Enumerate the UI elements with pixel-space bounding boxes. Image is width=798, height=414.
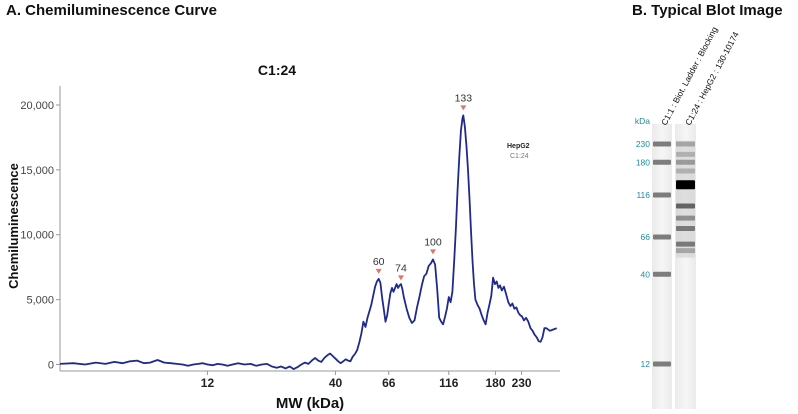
series-line bbox=[59, 114, 558, 370]
peak-label: 60 bbox=[373, 256, 385, 268]
ladder-band bbox=[653, 361, 671, 367]
sample-band bbox=[676, 241, 695, 247]
blot-marker-label: 66 bbox=[641, 232, 651, 242]
ladder-band bbox=[653, 141, 671, 147]
peak-marker bbox=[429, 249, 436, 255]
panel-b-title: B. Typical Blot Image bbox=[632, 2, 783, 19]
x-axis-label: MW (kDa) bbox=[276, 395, 344, 412]
blot-unit-label: kDa bbox=[635, 116, 650, 126]
peak-marker bbox=[397, 275, 404, 281]
blot-marker-label: 40 bbox=[641, 269, 651, 279]
blot-marker-label: 180 bbox=[636, 157, 650, 167]
blot-marker-label: 230 bbox=[636, 139, 650, 149]
legend-sub-entry: C1:24 bbox=[510, 153, 529, 160]
peak-label: 133 bbox=[455, 92, 473, 104]
peak-marker bbox=[460, 105, 467, 111]
peak-label: 100 bbox=[424, 236, 442, 248]
panel-a-title: A. Chemiluminescence Curve bbox=[6, 2, 217, 19]
sample-band bbox=[676, 180, 695, 190]
sample-band bbox=[676, 248, 695, 254]
sample-smear bbox=[676, 140, 695, 258]
x-tick-label: 12 bbox=[201, 376, 215, 390]
legend-entry: HepG2 bbox=[507, 143, 530, 150]
y-axis-label: Chemiluminescence bbox=[6, 163, 21, 289]
chemiluminescence-chart: C1:24 0 5,000 10,000 15,000 20,000 12 40 66 116 18… bbox=[6, 62, 560, 412]
blot-marker-label: 116 bbox=[636, 190, 650, 200]
x-tick-label: 40 bbox=[329, 376, 343, 390]
x-tick-label: 180 bbox=[486, 376, 506, 390]
sample-band bbox=[676, 151, 695, 157]
sample-band bbox=[676, 168, 695, 174]
y-tick-label: 10,000 bbox=[20, 230, 54, 242]
sample-band bbox=[676, 225, 695, 231]
peak-marker bbox=[375, 268, 382, 274]
sample-band bbox=[676, 159, 695, 165]
ladder-band bbox=[653, 234, 671, 240]
y-tick-label: 15,000 bbox=[20, 165, 54, 177]
ladder-band bbox=[653, 159, 671, 165]
x-tick-label: 116 bbox=[439, 376, 459, 390]
x-tick-label: 230 bbox=[512, 376, 532, 390]
blot-marker-label: 12 bbox=[641, 359, 651, 369]
ladder-band bbox=[653, 271, 671, 277]
peak-label: 74 bbox=[395, 262, 407, 274]
y-tick-label: 0 bbox=[48, 360, 54, 372]
ladder-band bbox=[653, 192, 671, 198]
y-tick-label: 20,000 bbox=[20, 100, 54, 112]
sample-band bbox=[676, 215, 695, 221]
sample-band bbox=[676, 141, 695, 147]
x-tick-label: 66 bbox=[382, 376, 396, 390]
chart-title: C1:24 bbox=[258, 62, 296, 78]
y-tick-label: 5,000 bbox=[26, 295, 54, 307]
sample-band bbox=[676, 203, 695, 209]
